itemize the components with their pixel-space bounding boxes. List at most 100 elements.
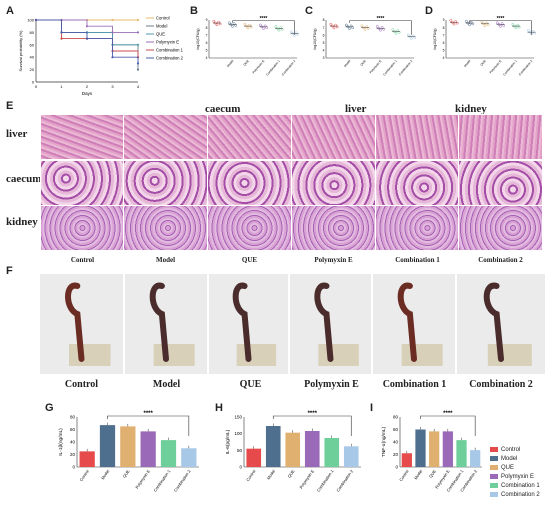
bar-sig-bracket (107, 415, 190, 436)
a-point (85, 37, 89, 40)
bottom-legend-swatch (490, 474, 498, 479)
a-point (111, 31, 114, 34)
bcd-point (227, 21, 231, 25)
histology-image (375, 114, 460, 160)
bcd-sig-bracket (232, 20, 295, 35)
bcd-point (375, 25, 379, 28)
bottom-legend-swatch (490, 465, 498, 470)
bottom-legend-swatch (490, 492, 498, 497)
bar (401, 453, 412, 467)
bar (343, 446, 359, 467)
panel-label-b: B (190, 5, 198, 17)
bar-xtick: Polymyxin E (134, 468, 151, 489)
bar-xtick: Combination 2 (335, 468, 354, 493)
a-point (136, 18, 140, 22)
bottom-legend-entry: Control (490, 445, 550, 454)
bcd-xtick: Combination 1 (265, 59, 281, 77)
bcd-point (212, 19, 216, 23)
a-point (85, 25, 89, 28)
bcd-ytick: 5 (323, 41, 325, 45)
histology-image (291, 205, 376, 251)
bcd-point (332, 26, 336, 30)
histology-image (207, 160, 292, 206)
bcd-ytick: 4 (323, 49, 325, 53)
a-ytick: 40 (30, 55, 35, 60)
bottom-legend-label: Combination 2 (501, 491, 540, 498)
e-row-label-caecum: caecum (6, 173, 42, 185)
intestine (232, 282, 252, 362)
a-legend-entry: Control (156, 16, 170, 21)
histology-image (291, 160, 376, 206)
histology-image (40, 160, 125, 206)
bcd-ytick: 7 (323, 26, 325, 30)
ruler (69, 344, 111, 366)
histology-image (40, 205, 125, 251)
e-col-label-model: Model (155, 256, 176, 264)
bcd-point (329, 22, 333, 26)
bar-xtick: QUE (428, 468, 437, 478)
bcd-sig: **** (497, 16, 505, 22)
bar (429, 431, 440, 467)
intestine (483, 282, 504, 362)
bar (140, 431, 156, 467)
bcd-point (360, 24, 364, 28)
bottom-legend-label: QUE (501, 464, 515, 471)
panel-label-d: D (425, 5, 433, 17)
panel-label-g: G (45, 402, 54, 414)
panel-label-c: C (305, 5, 313, 17)
a-legend-entry: Model (156, 24, 167, 29)
a-point (34, 18, 38, 22)
bcd-sig-bracket (349, 20, 412, 35)
bar (304, 431, 320, 467)
a-point (60, 31, 63, 34)
a-xtick: 1 (60, 84, 63, 89)
histology-image (123, 160, 208, 206)
bcd-point (215, 23, 219, 27)
bar-ytick: 60 (70, 427, 76, 432)
bottom-legend-entry: Polymyxin E (490, 472, 550, 481)
bar-xtick: Control (245, 469, 257, 483)
bcd-point (514, 26, 518, 30)
bcd-point (231, 25, 234, 28)
a-legend-entry: Polymyxin E (156, 40, 179, 45)
bcd-xtick: Combination 1 (382, 59, 398, 77)
a-ytick: 20 (30, 67, 35, 72)
bcd-ylabel: log10(CFU/g) (433, 28, 437, 49)
bcd-point (289, 30, 293, 34)
bcd-ylabel: log10(CFU/g) (196, 28, 200, 49)
intestine-photo (209, 274, 288, 374)
bar (285, 432, 301, 467)
e-col-label-polymyxin: Polymyxin E (314, 256, 353, 264)
bcd-xtick: Combination 2 (398, 59, 414, 77)
bottom-legend: Control Model QUE Polymyxin E Combination 1 C… (490, 445, 550, 499)
bcd-point (344, 23, 348, 27)
bottom-legend-entry: QUE (490, 463, 550, 472)
bottom-legend-entry: Combination 1 (490, 481, 550, 490)
bar-xtick: Control (398, 469, 410, 483)
bcd-point (258, 23, 262, 27)
bar-sig: **** (443, 411, 453, 417)
a-xtick: 2 (86, 84, 89, 89)
bcd-ytick: 9 (206, 18, 208, 22)
bar-xtick: Combination 1 (152, 468, 171, 493)
bar-ytick: 60 (393, 427, 399, 432)
bcd-ytick: 6 (323, 33, 325, 37)
bcd-ytick: 8 (443, 26, 445, 30)
bcd-sig: **** (260, 16, 268, 22)
intestine-photo (40, 274, 123, 374)
bar-ytick: 0 (395, 465, 398, 470)
bar-ytick: 40 (70, 440, 76, 445)
a-ytick: 100 (27, 18, 34, 23)
bcd-sig-bracket (469, 20, 532, 35)
bottom-legend-label: Polymyxin E (501, 473, 535, 480)
bar (246, 448, 262, 467)
intestine-photo (373, 274, 455, 374)
bar-ytick: 40 (393, 440, 399, 445)
intestine (149, 282, 169, 362)
bcd-xtick: Polymyxin E (369, 59, 383, 74)
a-point (60, 37, 63, 40)
bar-xtick: Combination 1 (316, 468, 335, 493)
